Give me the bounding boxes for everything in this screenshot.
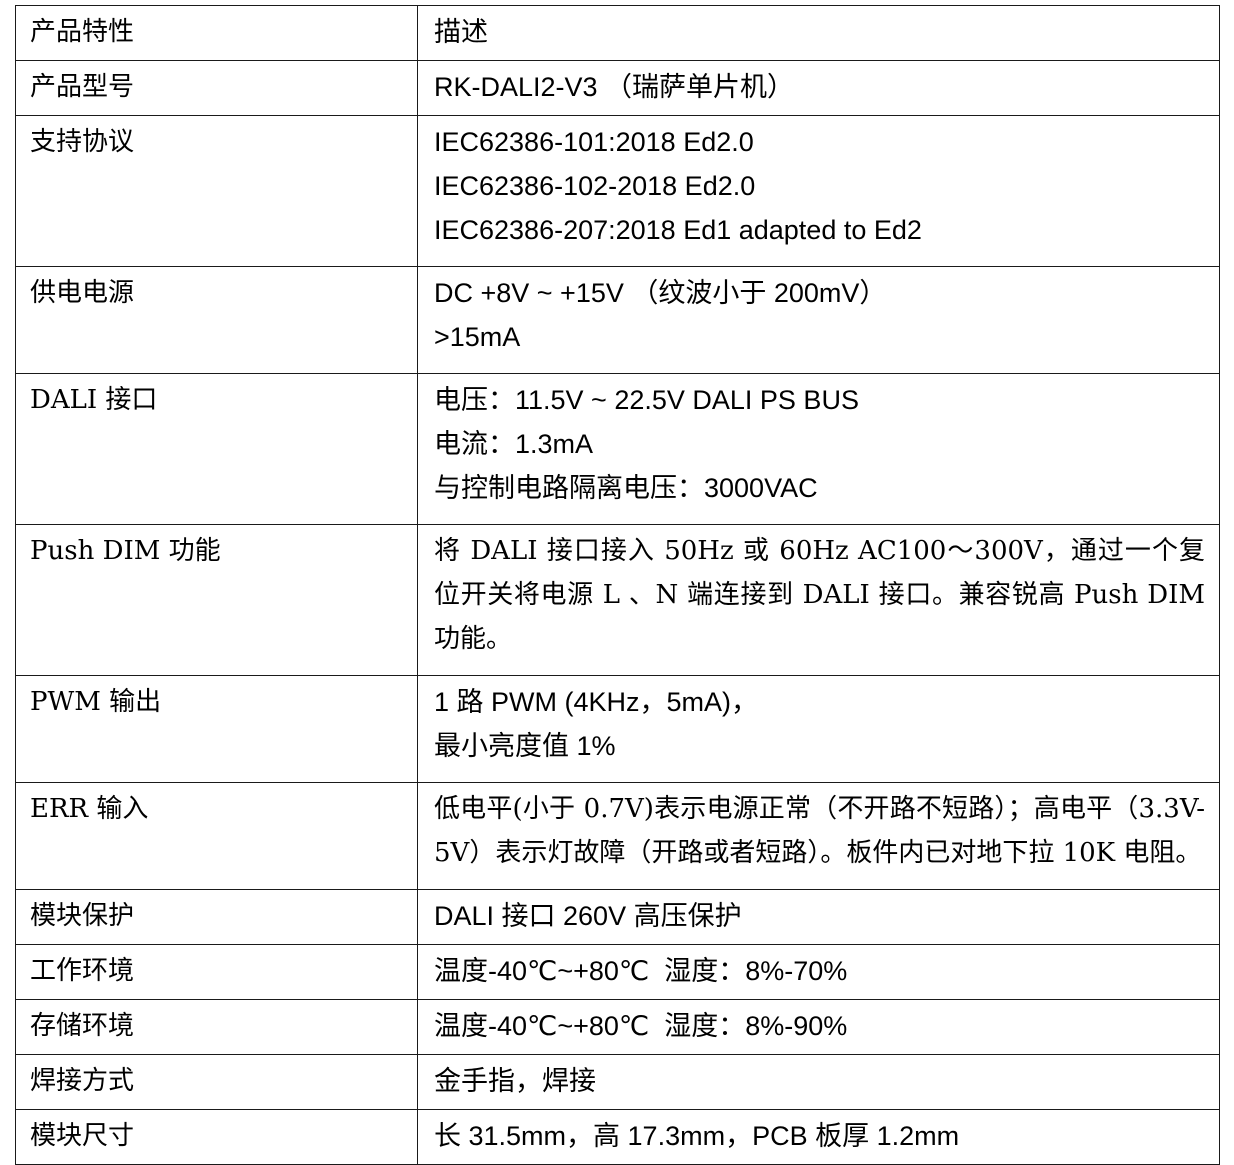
feature-cell-content: 焊接方式 bbox=[16, 1055, 417, 1109]
feature-cell: Push DIM 功能 bbox=[15, 524, 418, 676]
description-cell-content: 长 31.5mm，高 17.3mm，PCB 板厚 1.2mm bbox=[418, 1110, 1219, 1164]
table-row: Push DIM 功能 将 DALI 接口接入 50Hz 或 60Hz AC100… bbox=[15, 524, 1220, 676]
description-cell: 长 31.5mm，高 17.3mm，PCB 板厚 1.2mm bbox=[417, 1109, 1220, 1165]
feature-cell: 工作环境 bbox=[15, 944, 418, 1000]
description-line: DC +8V ~ +15V （纹波小于 200mV） bbox=[434, 278, 887, 308]
description-line: IEC62386-207:2018 Ed1 adapted to Ed2 bbox=[434, 215, 922, 245]
table-row: DALI 接口 电压：11.5V ~ 22.5V DALI PS BUS 电流：1.… bbox=[15, 373, 1220, 525]
feature-cell: PWM 输出 bbox=[15, 675, 418, 783]
feature-label: Push DIM 功能 bbox=[30, 536, 221, 566]
feature-label: 工作环境 bbox=[30, 956, 135, 986]
description-cell-content: 温度-40℃~+80℃ 湿度：8%-90% bbox=[418, 1000, 1219, 1054]
table-row: 模块保护 DALI 接口 260V 高压保护 bbox=[15, 889, 1220, 945]
feature-label: 焊接方式 bbox=[30, 1066, 135, 1096]
table-body: 产品特性 描述产品型号 RK-DALI2-V3 （瑞萨单片机） 支持协议 IEC6238… bbox=[15, 5, 1220, 1165]
feature-cell-content: ERR 输入 bbox=[16, 783, 417, 837]
table-header-row: 产品特性 描述 bbox=[15, 5, 1220, 61]
table-row: 模块尺寸 长 31.5mm，高 17.3mm，PCB 板厚 1.2mm bbox=[15, 1109, 1220, 1165]
description-line: 1 路 PWM (4KHz，5mA)， bbox=[434, 687, 759, 717]
description-line: >15mA bbox=[434, 322, 521, 352]
feature-cell: DALI 接口 bbox=[15, 373, 418, 525]
feature-cell: 焊接方式 bbox=[15, 1054, 418, 1110]
description-cell: IEC62386-101:2018 Ed2.0 IEC62386-102-2018… bbox=[417, 115, 1220, 267]
description-cell-content: 描述 bbox=[418, 6, 1219, 60]
table-row: ERR 输入 低电平(小于 0.7V)表示电源正常（不开路不短路）；高电平（3.3… bbox=[15, 782, 1220, 890]
feature-cell: ERR 输入 bbox=[15, 782, 418, 890]
feature-cell-content: DALI 接口 bbox=[16, 374, 417, 428]
feature-cell-content: 供电电源 bbox=[16, 267, 417, 321]
table-row: 产品型号 RK-DALI2-V3 （瑞萨单片机） bbox=[15, 60, 1220, 116]
feature-label: 模块保护 bbox=[30, 901, 135, 931]
description-line: RK-DALI2-V3 （瑞萨单片机） bbox=[434, 72, 795, 102]
description-line: IEC62386-101:2018 Ed2.0 bbox=[434, 127, 754, 157]
table-row: 供电电源 DC +8V ~ +15V （纹波小于 200mV） >15mA bbox=[15, 266, 1220, 374]
description-cell: DC +8V ~ +15V （纹波小于 200mV） >15mA bbox=[417, 266, 1220, 374]
feature-cell: 模块保护 bbox=[15, 889, 418, 945]
feature-cell-content: 模块保护 bbox=[16, 890, 417, 944]
feature-label: 供电电源 bbox=[30, 278, 135, 308]
table-row: 工作环境 温度-40℃~+80℃ 湿度：8%-70% bbox=[15, 944, 1220, 1000]
description-line: 电流：1.3mA bbox=[434, 429, 594, 459]
description-line: 最小亮度值 1% bbox=[434, 731, 616, 761]
table-row: 支持协议 IEC62386-101:2018 Ed2.0 IEC62386-102-… bbox=[15, 115, 1220, 267]
description-cell: 描述 bbox=[417, 5, 1220, 61]
feature-cell: 产品特性 bbox=[15, 5, 418, 61]
description-line: 长 31.5mm，高 17.3mm，PCB 板厚 1.2mm bbox=[434, 1121, 960, 1151]
feature-cell: 模块尺寸 bbox=[15, 1109, 418, 1165]
description-line: 描述 bbox=[434, 17, 488, 47]
table-row: 焊接方式 金手指，焊接 bbox=[15, 1054, 1220, 1110]
feature-label: 支持协议 bbox=[30, 127, 135, 157]
description-cell: 温度-40℃~+80℃ 湿度：8%-70% bbox=[417, 944, 1220, 1000]
description-line: 温度-40℃~+80℃ 湿度：8%-70% bbox=[434, 956, 848, 986]
feature-cell: 供电电源 bbox=[15, 266, 418, 374]
feature-label: DALI 接口 bbox=[30, 385, 158, 415]
description-cell: 温度-40℃~+80℃ 湿度：8%-90% bbox=[417, 999, 1220, 1055]
table-row: PWM 输出 1 路 PWM (4KHz，5mA)， 最小亮度值 1% bbox=[15, 675, 1220, 783]
description-cell-content: 1 路 PWM (4KHz，5mA)， 最小亮度值 1% bbox=[418, 676, 1219, 782]
description-cell-content: DC +8V ~ +15V （纹波小于 200mV） >15mA bbox=[418, 267, 1219, 373]
description-line: DALI 接口 260V 高压保护 bbox=[434, 901, 742, 931]
feature-cell: 支持协议 bbox=[15, 115, 418, 267]
feature-cell-content: 产品特性 bbox=[16, 6, 417, 60]
feature-label: 模块尺寸 bbox=[30, 1121, 135, 1151]
feature-label: 产品特性 bbox=[30, 17, 135, 47]
description-cell-content: 低电平(小于 0.7V)表示电源正常（不开路不短路）；高电平（3.3V-5V）表… bbox=[418, 783, 1219, 889]
feature-cell: 产品型号 bbox=[15, 60, 418, 116]
feature-label: PWM 输出 bbox=[30, 687, 162, 717]
feature-cell: 存储环境 bbox=[15, 999, 418, 1055]
feature-cell-content: 模块尺寸 bbox=[16, 1110, 417, 1164]
description-cell: RK-DALI2-V3 （瑞萨单片机） bbox=[417, 60, 1220, 116]
description-cell: 金手指，焊接 bbox=[417, 1054, 1220, 1110]
description-cell-content: 将 DALI 接口接入 50Hz 或 60Hz AC100～300V，通过一个复… bbox=[418, 525, 1219, 675]
feature-label: ERR 输入 bbox=[30, 794, 149, 824]
description-line: IEC62386-102-2018 Ed2.0 bbox=[434, 171, 756, 201]
description-cell-content: IEC62386-101:2018 Ed2.0 IEC62386-102-2018… bbox=[418, 116, 1219, 266]
description-paragraph: 低电平(小于 0.7V)表示电源正常（不开路不短路）；高电平（3.3V-5V）表… bbox=[434, 794, 1205, 868]
description-cell: 1 路 PWM (4KHz，5mA)， 最小亮度值 1% bbox=[417, 675, 1220, 783]
description-cell: 将 DALI 接口接入 50Hz 或 60Hz AC100～300V，通过一个复… bbox=[417, 524, 1220, 676]
description-cell-content: DALI 接口 260V 高压保护 bbox=[418, 890, 1219, 944]
feature-cell-content: 工作环境 bbox=[16, 945, 417, 999]
table-row: 存储环境 温度-40℃~+80℃ 湿度：8%-90% bbox=[15, 999, 1220, 1055]
description-paragraph: 将 DALI 接口接入 50Hz 或 60Hz AC100～300V，通过一个复… bbox=[434, 536, 1205, 654]
feature-cell-content: 产品型号 bbox=[16, 61, 417, 115]
feature-cell-content: 支持协议 bbox=[16, 116, 417, 170]
feature-label: 产品型号 bbox=[30, 72, 135, 102]
description-cell-content: RK-DALI2-V3 （瑞萨单片机） bbox=[418, 61, 1219, 115]
description-cell-content: 电压：11.5V ~ 22.5V DALI PS BUS 电流：1.3mA 与控制电… bbox=[418, 374, 1219, 524]
feature-cell-content: Push DIM 功能 bbox=[16, 525, 417, 579]
description-line: 金手指，焊接 bbox=[434, 1066, 596, 1096]
feature-cell-content: PWM 输出 bbox=[16, 676, 417, 730]
description-line: 温度-40℃~+80℃ 湿度：8%-90% bbox=[434, 1011, 848, 1041]
feature-cell-content: 存储环境 bbox=[16, 1000, 417, 1054]
feature-label: 存储环境 bbox=[30, 1011, 135, 1041]
description-cell-content: 金手指，焊接 bbox=[418, 1055, 1219, 1109]
description-cell-content: 温度-40℃~+80℃ 湿度：8%-70% bbox=[418, 945, 1219, 999]
description-cell: DALI 接口 260V 高压保护 bbox=[417, 889, 1220, 945]
description-line: 电压：11.5V ~ 22.5V DALI PS BUS bbox=[434, 385, 859, 415]
product-specification-table: 产品特性 描述产品型号 RK-DALI2-V3 （瑞萨单片机） 支持协议 IEC6238… bbox=[15, 5, 1220, 1165]
description-cell: 低电平(小于 0.7V)表示电源正常（不开路不短路）；高电平（3.3V-5V）表… bbox=[417, 782, 1220, 890]
description-cell: 电压：11.5V ~ 22.5V DALI PS BUS 电流：1.3mA 与控制电… bbox=[417, 373, 1220, 525]
description-line: 与控制电路隔离电压：3000VAC bbox=[434, 473, 818, 503]
